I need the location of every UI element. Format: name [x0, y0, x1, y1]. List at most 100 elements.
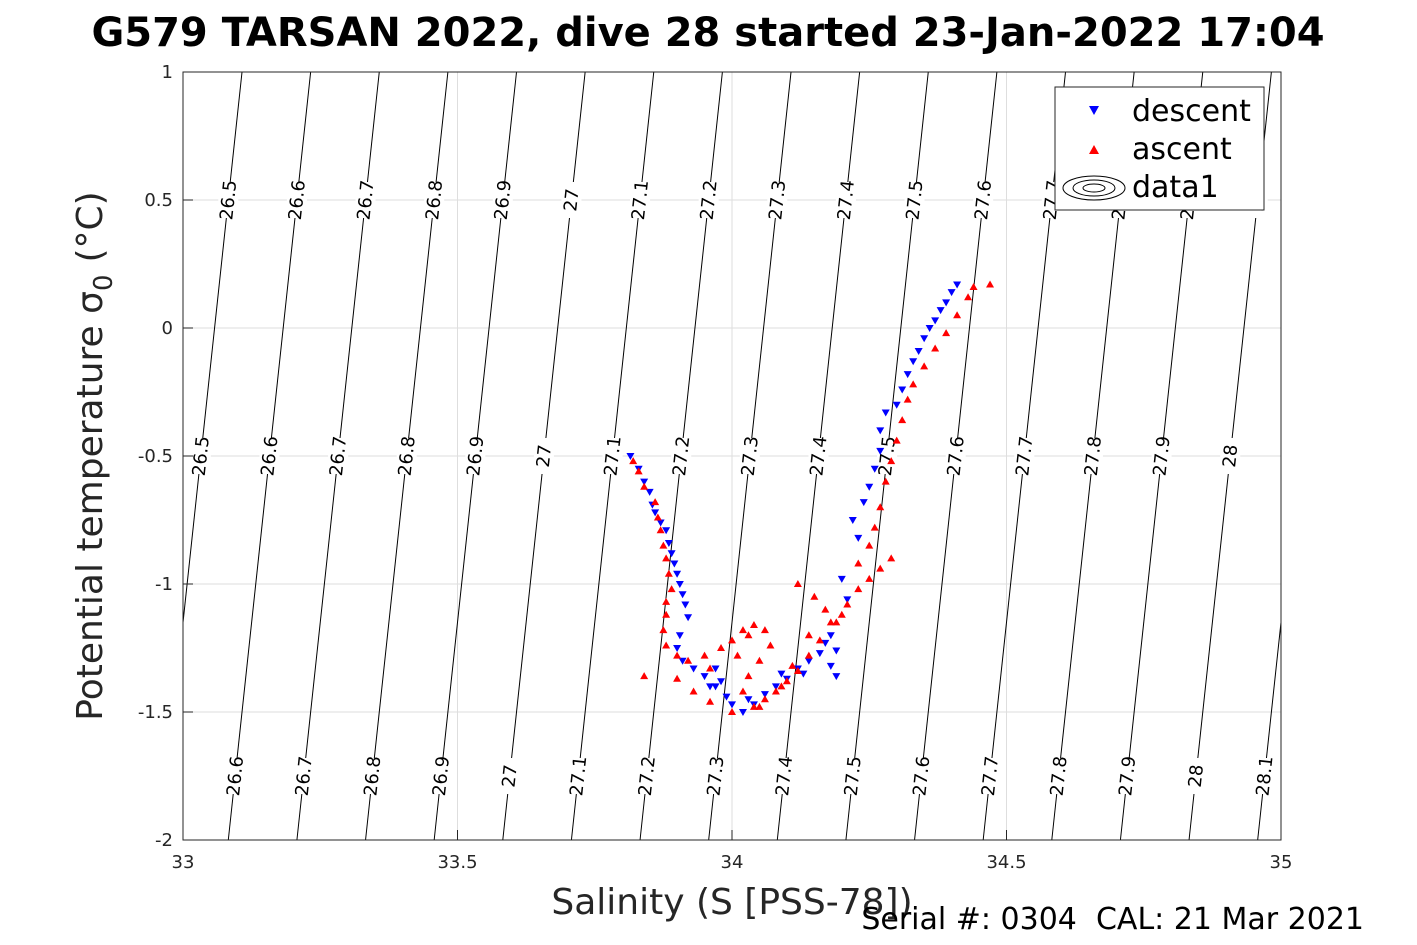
descent-point	[681, 601, 690, 609]
descent-point	[876, 447, 885, 455]
isopycnal-label: 27.6	[909, 755, 934, 797]
isopycnal-label-bg	[1048, 758, 1069, 794]
descent-point	[675, 581, 684, 588]
descent-point	[738, 709, 747, 716]
isopycnal-label: 26.7	[292, 755, 317, 797]
ascent-point	[728, 636, 736, 644]
isopycnal-label: 27.6	[971, 179, 996, 221]
isopycnal-label: 26.8	[360, 755, 385, 797]
ascent-point	[700, 651, 709, 659]
ascent-point	[942, 329, 951, 337]
y-tick-label: 0.5	[144, 190, 173, 211]
descent-point	[931, 317, 940, 325]
isopycnal-label: 27.7	[1012, 435, 1037, 477]
isopycnal-label-bg	[945, 438, 966, 474]
isopycnal-label: 27.8	[1047, 755, 1072, 797]
ascent-point	[662, 554, 671, 562]
y-tick-label: 1	[162, 62, 173, 83]
x-tick-label: 33.5	[437, 852, 477, 873]
legend-marker-descent	[1089, 106, 1099, 115]
legend: descent ascent data1	[1054, 86, 1265, 211]
y-axis-label-main: Potential temperature σ	[70, 291, 111, 721]
descent-point	[804, 657, 813, 665]
isopycnal-label: 27.5	[841, 755, 866, 797]
isopycnal-label: 27.2	[669, 435, 694, 477]
descent-point	[626, 453, 635, 460]
isopycnal-label-bg	[568, 758, 589, 794]
isopycnal-label-bg	[767, 182, 788, 218]
ascent-point	[865, 541, 874, 549]
descent-point	[903, 371, 912, 379]
isopycnal-label: 27.2	[635, 755, 660, 797]
descent-point	[876, 427, 885, 435]
ascent-point	[664, 569, 673, 577]
ascent-point	[771, 687, 780, 695]
ascent-point	[760, 695, 769, 703]
ascent-point	[898, 416, 907, 424]
ascent-point	[854, 585, 863, 593]
ascent-point	[843, 600, 852, 608]
ascent-point	[651, 498, 660, 506]
legend-label-ascent: ascent	[1132, 132, 1232, 167]
descent-point	[722, 693, 731, 701]
descent-point	[925, 325, 934, 332]
isopycnal-label-bg	[911, 758, 932, 794]
ascent-point	[659, 541, 668, 549]
ascent-point	[728, 708, 736, 715]
ascent-point	[804, 651, 813, 659]
isopycnal-label-bg	[286, 182, 307, 218]
descent-point	[760, 691, 769, 699]
descent-point	[848, 517, 857, 524]
descent-point	[815, 650, 824, 658]
descent-point	[777, 670, 786, 678]
ascent-point	[920, 362, 929, 370]
descent-point	[678, 591, 687, 599]
isopycnal-label: 26.9	[491, 179, 516, 221]
legend-marker-ascent	[1089, 145, 1099, 154]
isopycnal-label-bg	[808, 438, 829, 474]
ascent-point	[634, 467, 643, 475]
descent-point	[947, 289, 956, 297]
isopycnal-label-bg	[355, 182, 376, 218]
isopycnal-label-bg	[218, 182, 239, 218]
isopycnal-label-bg	[362, 758, 383, 794]
isopycnal-label: 27	[498, 764, 521, 789]
descent-point	[821, 639, 830, 647]
ascent-point	[881, 477, 890, 485]
descent-point	[673, 570, 682, 578]
isopycnal-label-bg	[424, 182, 445, 218]
isopycnal-label: 27.3	[765, 179, 790, 221]
isopycnal-contours: 26.526.526.626.626.626.726.726.726.826.8…	[182, 71, 1282, 841]
descent-point	[771, 683, 780, 691]
isopycnal-label: 27.5	[902, 179, 927, 221]
descent-point	[675, 632, 684, 640]
ascent-point	[640, 672, 649, 680]
y-axis-label: Potential temperature σ0 (°C)	[70, 191, 119, 720]
ascent-point	[749, 702, 758, 710]
ascent-point	[865, 574, 874, 582]
ascent-point	[782, 677, 791, 685]
ascent-point	[909, 380, 918, 388]
descent-point	[706, 683, 715, 691]
ascent-point	[640, 482, 649, 490]
isopycnal-label-bg	[602, 438, 623, 474]
isopycnal-label-bg	[225, 758, 246, 794]
descent-point	[832, 647, 841, 655]
isopycnal-label-bg	[492, 182, 513, 218]
descent-point	[832, 673, 841, 681]
isopycnal-label: 27	[560, 188, 583, 213]
ascent-point	[662, 641, 671, 649]
ascent-point	[673, 674, 682, 682]
ascent-point	[788, 661, 797, 669]
isopycnal-label: 27.9	[1150, 435, 1175, 477]
ascent-point	[659, 626, 668, 634]
isopycnal-label-bg	[630, 182, 651, 218]
ascent-point	[810, 592, 819, 600]
ascent-point	[876, 564, 885, 572]
isopycnal-label: 27.6	[944, 435, 969, 477]
descent-point	[870, 465, 879, 473]
ascent-point	[826, 618, 835, 626]
isopycnal-label: 26.6	[223, 755, 248, 797]
ascent-point	[749, 620, 758, 628]
isopycnal-label-bg	[1151, 438, 1172, 474]
